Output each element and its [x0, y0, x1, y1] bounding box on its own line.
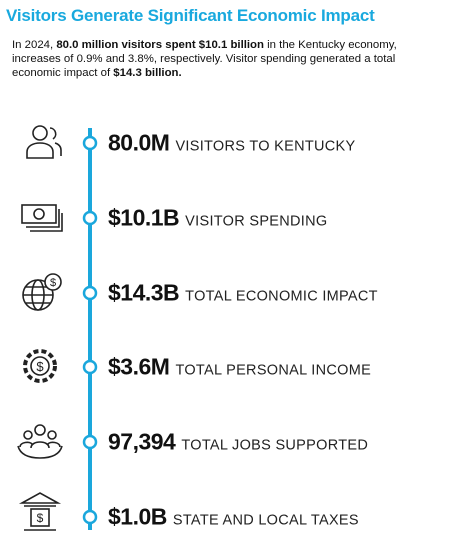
item: $10.1B VISITOR SPENDING: [108, 205, 327, 232]
icon-income: $: [23, 349, 57, 383]
item-label: TOTAL PERSONAL INCOME: [175, 362, 372, 379]
svg-text:$: $: [50, 277, 56, 289]
intro-segment: in the Kentucky economy, increases of 0.…: [12, 39, 397, 79]
item-value: 97,394: [108, 428, 176, 455]
item: $1.0B STATE AND LOCAL TAXES: [108, 504, 359, 531]
icon-taxes: $: [18, 492, 62, 531]
item: 80.0M VISITORS TO KENTUCKY: [108, 130, 355, 157]
item-value: $14.3B: [108, 279, 180, 306]
item-label: VISITORS TO KENTUCKY: [175, 138, 356, 155]
item-value: $3.6M: [108, 353, 170, 380]
intro-segment: $14.3 billion.: [113, 67, 182, 79]
icon-impact: $: [22, 273, 62, 311]
item-label: TOTAL JOBS SUPPORTED: [181, 437, 369, 454]
timeline-node: [82, 135, 98, 151]
item: 97,394 TOTAL JOBS SUPPORTED: [108, 429, 368, 456]
title: Visitors Generate Significant Economic I…: [6, 6, 375, 25]
timeline-node: [82, 285, 98, 301]
item-value: $10.1B: [108, 204, 180, 231]
item-label: VISITOR SPENDING: [185, 213, 328, 230]
timeline-node: [82, 210, 98, 226]
item: $3.6M TOTAL PERSONAL INCOME: [108, 354, 371, 381]
intro-text: In 2024, 80.0 million visitors spent $10…: [12, 38, 442, 80]
timeline-node: [82, 434, 98, 450]
icon-jobs: [17, 424, 63, 459]
item-label: STATE AND LOCAL TAXES: [172, 512, 359, 529]
icon-spending: [21, 204, 63, 232]
item-value: $1.0B: [108, 503, 167, 530]
item-value: 80.0M: [108, 129, 170, 156]
intro-segment: 80.0 million visitors spent $10.1 billio…: [56, 39, 264, 51]
timeline-node: [82, 509, 98, 525]
svg-text:$: $: [37, 511, 44, 525]
svg-text:$: $: [36, 359, 44, 374]
intro-segment: In 2024,: [12, 39, 57, 51]
timeline-node: [82, 359, 98, 375]
icon-visitors: [26, 125, 62, 159]
item-label: TOTAL ECONOMIC IMPACT: [185, 288, 378, 305]
item: $14.3B TOTAL ECONOMIC IMPACT: [108, 280, 378, 307]
